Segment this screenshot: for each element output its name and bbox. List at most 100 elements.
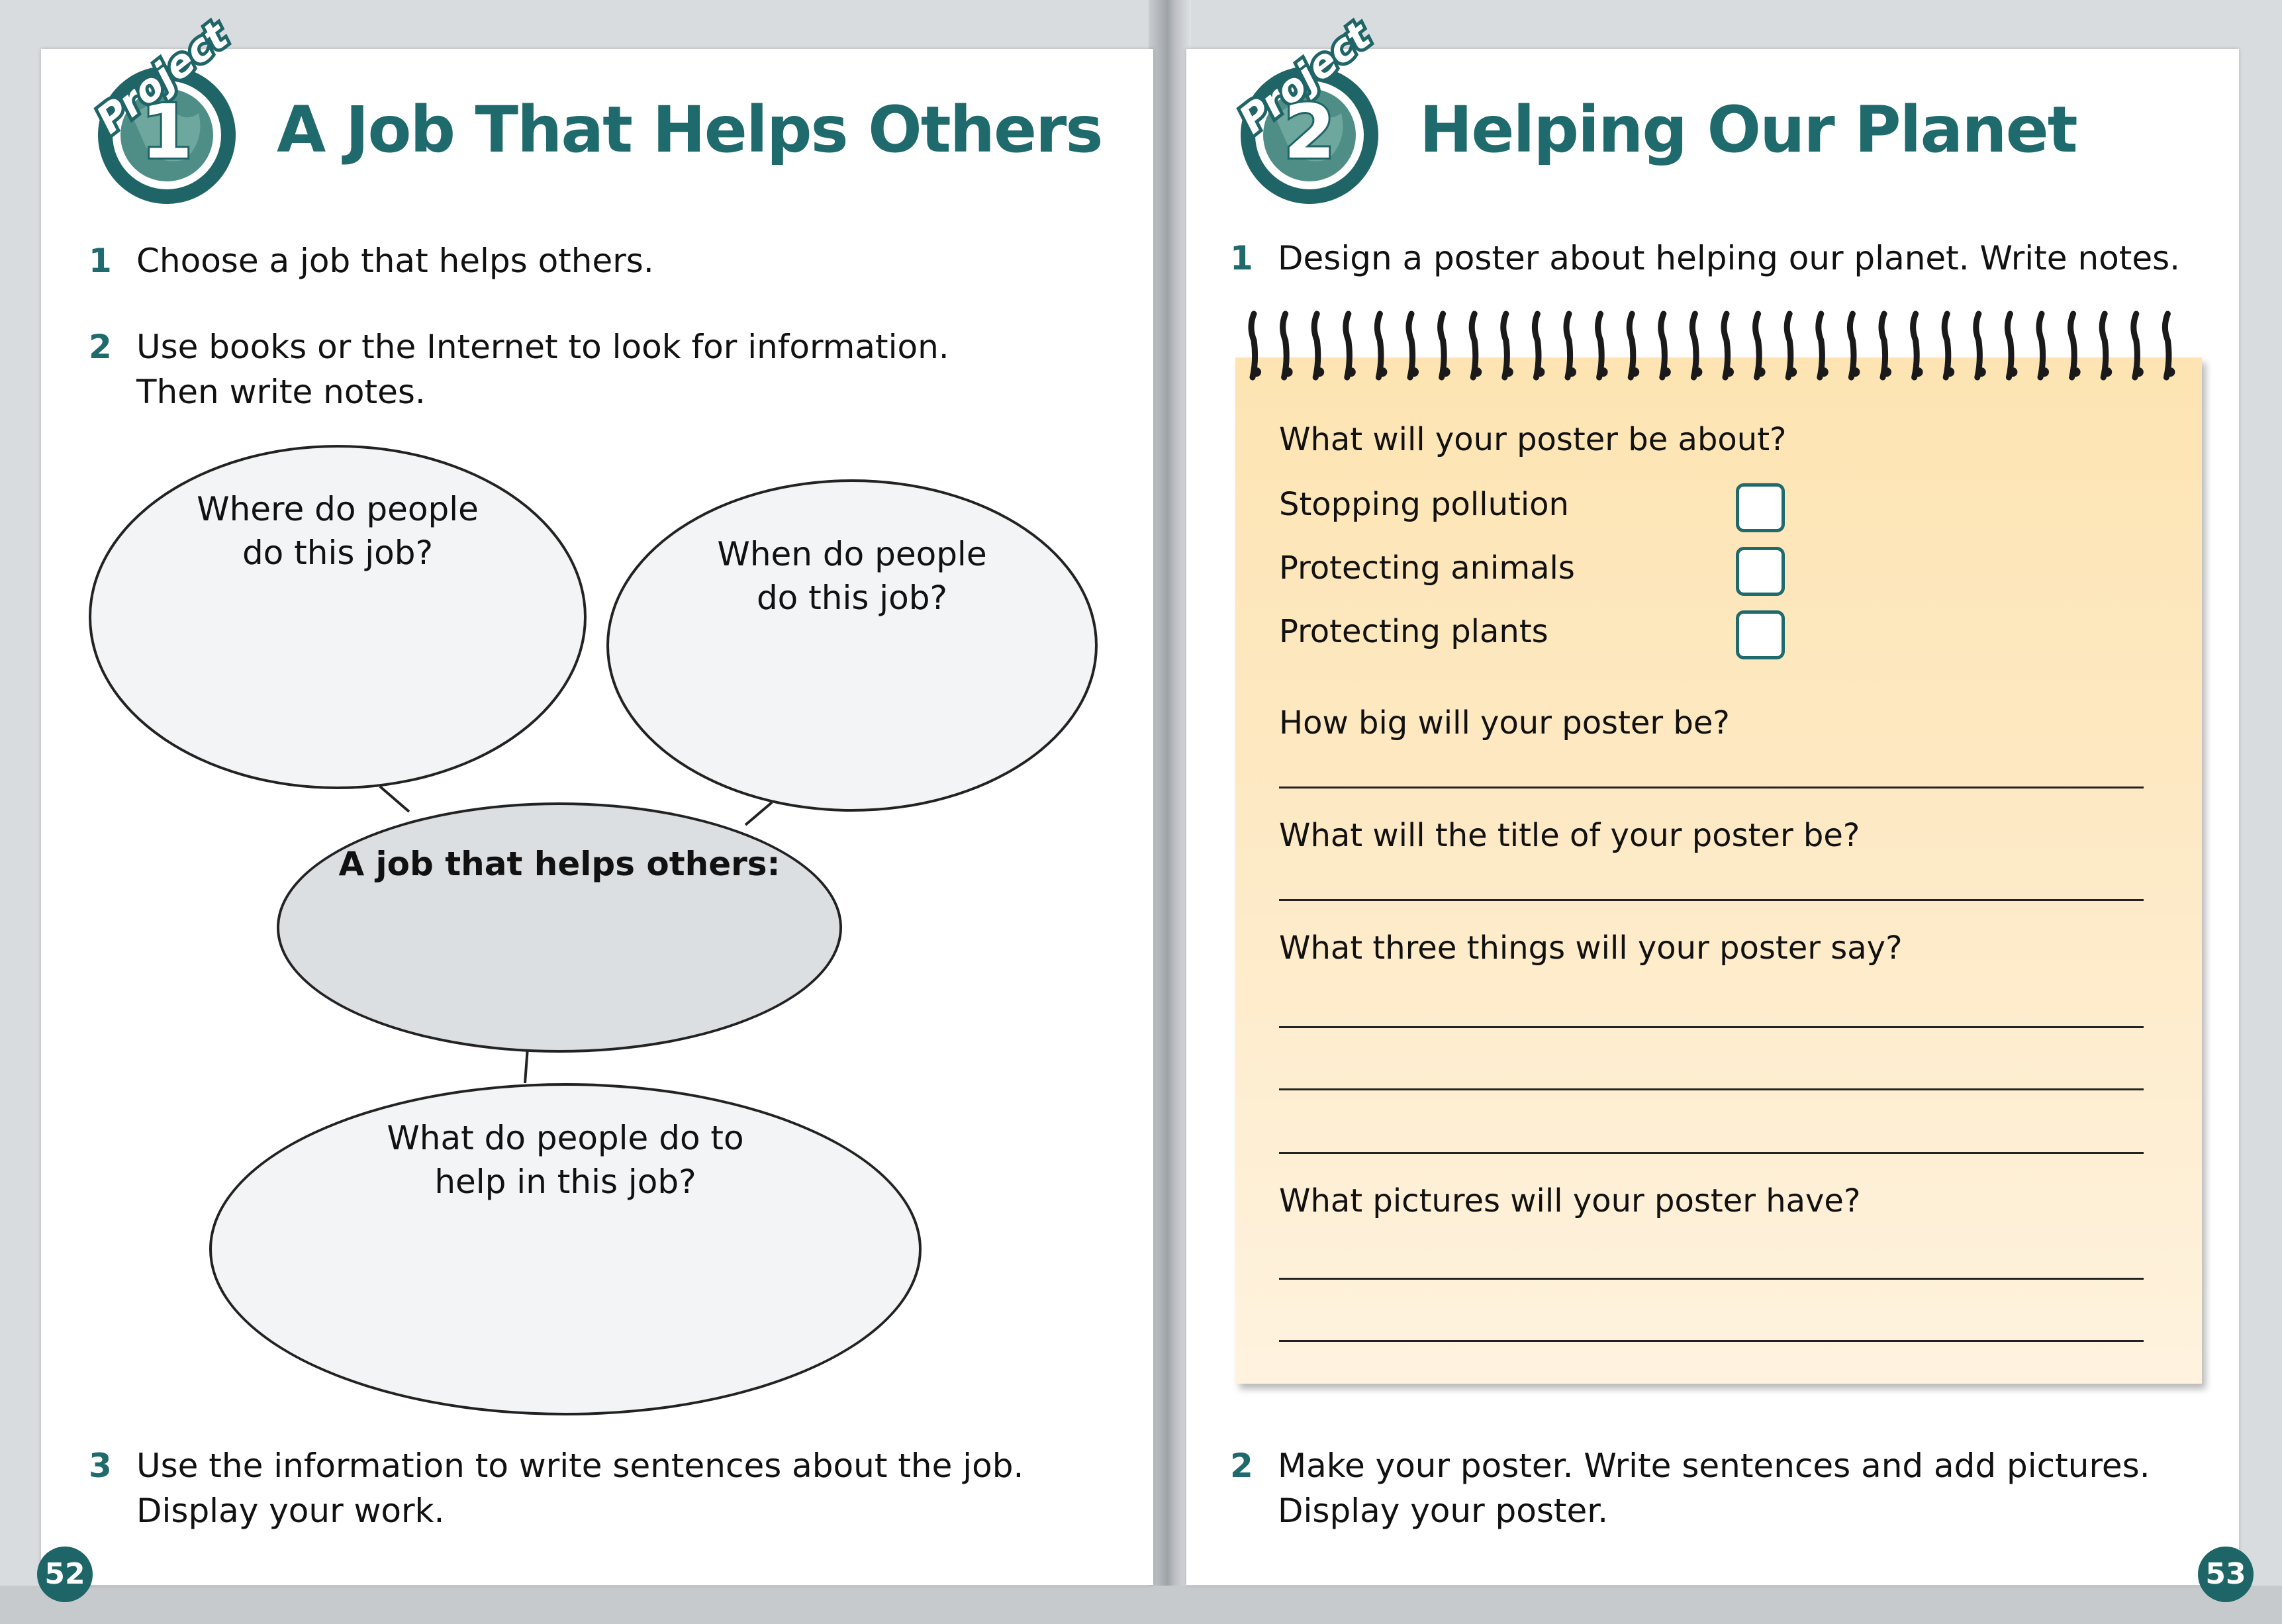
answer-line-things-1[interactable]: [1279, 1026, 2144, 1028]
answer-line-title[interactable]: [1279, 899, 2144, 901]
step-text-line-2: Display your work.: [136, 1492, 445, 1530]
spiral-hole: [1283, 367, 1293, 377]
question-title: What will the title of your poster be?: [1279, 817, 1860, 854]
project-number: 2: [1282, 89, 1337, 175]
spiral-hole: [2040, 367, 2049, 377]
spiral-ring: [1280, 310, 1290, 381]
spiral-ring: [1689, 310, 1699, 381]
project-1-badge: Project 1: [66, 9, 239, 204]
spiral-hole: [1535, 367, 1545, 377]
spiral-hole: [1315, 367, 1325, 377]
notepad: [1235, 358, 2202, 1384]
step-text: Use books or the Internet to look for in…: [136, 328, 949, 366]
bubble-what[interactable]: What do people do to help in this job?: [209, 1083, 922, 1415]
spiral-hole: [1598, 367, 1608, 377]
step-number: 3: [89, 1447, 112, 1485]
spiral-hole: [2165, 367, 2175, 377]
spiral-ring: [1878, 310, 1889, 381]
answer-line-pictures-1[interactable]: [1279, 1278, 2144, 1280]
spiral-hole: [1472, 367, 1482, 377]
step-text-line-2: Display your poster.: [1278, 1492, 1609, 1530]
spiral-ring: [2162, 310, 2172, 381]
spiral-ring: [1658, 310, 1668, 381]
spiral-ring: [1595, 310, 1605, 381]
spiral-hole: [1913, 367, 1923, 377]
spiral-hole: [1725, 367, 1734, 377]
center-bubble[interactable]: A job that helps others:: [277, 802, 842, 1053]
spiral-hole: [1630, 367, 1640, 377]
spiral-hole: [2008, 367, 2018, 377]
page-number: 53: [2198, 1547, 2254, 1602]
spiral-hole: [1346, 367, 1356, 377]
step-text: Use the information to write sentences a…: [136, 1447, 1024, 1485]
step-number: 2: [1230, 1447, 1253, 1485]
spiral-ring: [2099, 310, 2109, 381]
spiral-ring: [1311, 310, 1321, 381]
spiral-ring: [2068, 310, 2077, 381]
answer-line-pictures-2[interactable]: [1279, 1340, 2144, 1342]
bubble-what-line-2: help in this job?: [434, 1163, 696, 1201]
step-text: Make your poster. Write sentences and ad…: [1278, 1447, 2150, 1485]
spiral-ring: [1405, 310, 1416, 381]
project-2-badge: Project 2: [1209, 9, 1382, 204]
spiral-ring: [1941, 310, 1952, 381]
spiral-ring: [1531, 310, 1542, 381]
spiral-hole: [1976, 367, 1986, 377]
spiral-hole: [1378, 367, 1388, 377]
spiral-hole: [1661, 367, 1671, 377]
checkbox-protecting-plants[interactable]: [1736, 610, 1785, 659]
bubble-what-line-1: What do people do to: [387, 1119, 744, 1157]
spiral-ring: [1721, 310, 1731, 381]
question-things: What three things will your poster say?: [1279, 930, 1903, 967]
option-stopping-pollution: Stopping pollution: [1279, 486, 1569, 523]
answer-line-things-3[interactable]: [1279, 1152, 2144, 1154]
question-about: What will your poster be about?: [1279, 421, 1787, 458]
checkbox-protecting-animals[interactable]: [1736, 547, 1785, 596]
step-number: 1: [89, 242, 112, 280]
spiral-hole: [1945, 367, 1955, 377]
spiral-hole: [2071, 367, 2081, 377]
bubble-where[interactable]: Where do people do this job?: [89, 445, 587, 789]
spiral-hole: [2103, 367, 2113, 377]
bubble-when-line-1: When do people: [717, 535, 987, 573]
spiral-hole: [1503, 367, 1513, 377]
bubble-when[interactable]: When do people do this job?: [606, 479, 1098, 812]
bubble-where-line-2: do this job?: [242, 534, 434, 572]
spiral-hole: [1819, 367, 1829, 377]
step-number: 1: [1230, 239, 1253, 277]
spiral-hole: [2134, 367, 2144, 377]
spiral-ring: [1910, 310, 1920, 381]
spiral-hole: [1409, 367, 1419, 377]
spiral-ring: [1468, 310, 1479, 381]
step-text-line-2: Then write notes.: [136, 373, 426, 411]
spiral-hole: [1252, 367, 1261, 377]
spiral-ring: [1815, 310, 1825, 381]
checkbox-stopping-pollution[interactable]: [1736, 483, 1785, 532]
spiral-ring: [1437, 310, 1447, 381]
page-number: 52: [37, 1547, 93, 1602]
spiral-binding: [1245, 309, 2185, 381]
step-number: 2: [89, 328, 112, 366]
spiral-ring: [1343, 310, 1353, 381]
spiral-ring: [1846, 310, 1857, 381]
spiral-ring: [2036, 310, 2046, 381]
spiral-ring: [2004, 310, 2015, 381]
spiral-ring: [1374, 310, 1384, 381]
spiral-hole: [1693, 367, 1703, 377]
background-strip: [0, 1586, 2282, 1624]
answer-line-size[interactable]: [1279, 787, 2144, 788]
spiral-ring: [1626, 310, 1637, 381]
spiral-ring: [1973, 310, 1983, 381]
bubble-where-line-1: Where do people: [197, 490, 479, 528]
option-protecting-animals: Protecting animals: [1279, 549, 1575, 587]
project-number: 1: [139, 89, 195, 175]
spiral-ring: [1563, 310, 1574, 381]
bubble-when-line-2: do this job?: [756, 579, 948, 617]
spiral-ring: [1248, 310, 1259, 381]
page-title: A Job That Helps Others: [277, 93, 1104, 167]
option-protecting-plants: Protecting plants: [1279, 613, 1548, 650]
spiral-ring: [1752, 310, 1762, 381]
answer-line-things-2[interactable]: [1279, 1088, 2144, 1090]
spiral-hole: [1882, 367, 1891, 377]
spiral-ring: [2130, 310, 2140, 381]
